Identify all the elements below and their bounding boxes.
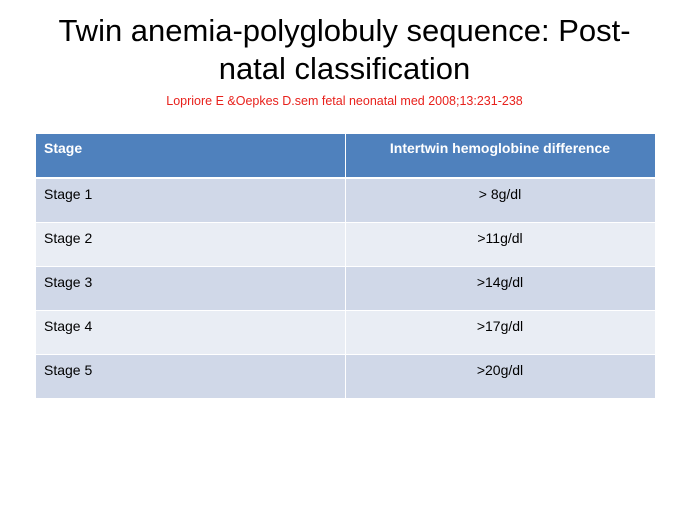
stage-cell: Stage 1 [36, 178, 346, 223]
table-row: Stage 3 >14g/dl [36, 266, 656, 311]
difference-cell: >20g/dl [345, 354, 656, 399]
table-header-row: Stage Intertwin hemoglobine difference [36, 134, 656, 179]
difference-cell: >17g/dl [345, 310, 656, 355]
table-row: Stage 4 >17g/dl [36, 310, 656, 355]
stage-cell: Stage 2 [36, 222, 346, 267]
difference-cell: >11g/dl [345, 222, 656, 267]
stage-cell: Stage 3 [36, 266, 346, 311]
stage-cell: Stage 5 [36, 354, 346, 399]
stage-cell: Stage 4 [36, 310, 346, 355]
table-row: Stage 1 > 8g/dl [36, 178, 656, 223]
difference-cell: > 8g/dl [345, 178, 656, 223]
header-stage: Stage [36, 134, 346, 179]
slide-title: Twin anemia-polyglobuly sequence: Post-n… [58, 13, 631, 86]
table-row: Stage 2 >11g/dl [36, 222, 656, 267]
header-hemoglobine-difference: Intertwin hemoglobine difference [345, 134, 656, 179]
classification-table: Stage Intertwin hemoglobine difference S… [36, 134, 656, 399]
difference-cell: >14g/dl [345, 266, 656, 311]
citation: Lopriore E &Oepkes D.sem fetal neonatal … [166, 94, 523, 108]
table-row: Stage 5 >20g/dl [36, 354, 656, 399]
